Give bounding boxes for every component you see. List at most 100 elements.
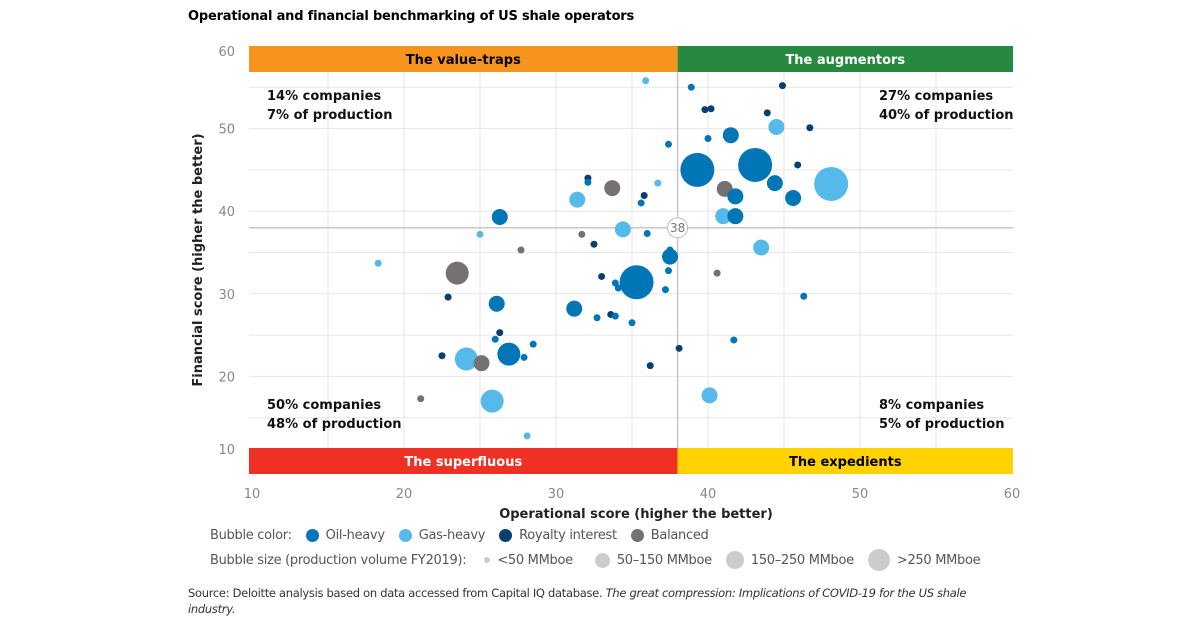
bubble-oil	[666, 246, 674, 254]
bubble-gas	[454, 347, 478, 371]
bubble-balanced	[713, 269, 721, 277]
x-tick-label: 30	[548, 487, 565, 502]
threshold-marker	[667, 217, 689, 239]
bubble-balanced	[517, 246, 525, 254]
x-tick-label: 20	[396, 487, 413, 502]
legend-item-label: Royalty interest	[519, 528, 617, 543]
legend-item-label: Gas-heavy	[418, 528, 486, 543]
bubble-oil	[664, 140, 672, 148]
gas-heavy-swatch-icon	[398, 529, 412, 542]
bubble-gas	[753, 239, 770, 256]
quadrant-band-top-left	[249, 46, 678, 72]
bubble-royalty	[701, 106, 709, 114]
bubble-royalty	[598, 272, 606, 280]
legend-size-150-250: 150–250 MMboe	[725, 551, 854, 569]
bubble-royalty	[794, 161, 802, 169]
bubble-gas	[523, 432, 531, 440]
bubble-gas	[569, 191, 586, 208]
legend-item-balanced: Balanced	[630, 528, 709, 543]
threshold-lines: 38	[249, 72, 1013, 448]
bubble-oil	[680, 152, 715, 187]
bubble-royalty	[438, 352, 446, 360]
x-tick-label: 40	[700, 487, 717, 502]
legend-color-label: Bubble color:	[210, 528, 292, 543]
bubble-oil	[662, 248, 678, 265]
bubble-balanced	[417, 395, 425, 403]
y-tick-label: 40	[218, 205, 235, 220]
bubble-oil	[566, 300, 583, 317]
bubble-oil	[766, 175, 783, 192]
bubble-gas	[642, 77, 650, 85]
y-tick-label: 50	[218, 123, 235, 138]
bubble-oil	[800, 292, 808, 300]
bubble-royalty	[778, 82, 786, 90]
threshold-label: 38	[670, 221, 685, 235]
quadrant-companies-share: 50% companies	[267, 398, 381, 413]
bubble-oil	[664, 267, 672, 275]
bubble-oil	[488, 295, 505, 312]
bubbles	[374, 77, 849, 440]
bubble-oil	[497, 342, 521, 366]
x-axis-label: Operational score (higher the better)	[499, 507, 773, 522]
bubble-oil	[491, 335, 499, 343]
quadrant-title: The superfluous	[404, 455, 522, 470]
quadrant-production-share: 5% of production	[879, 417, 1004, 432]
bubble-oil	[661, 286, 669, 294]
bubble-royalty	[806, 124, 814, 132]
bubble-oil	[643, 230, 651, 238]
quadrant-band-top-right	[677, 46, 1013, 72]
bubble-oil	[584, 178, 592, 186]
y-axis-label: Financial score (higher the better)	[191, 133, 206, 386]
quadrant-companies-share: 8% companies	[879, 398, 984, 413]
source-publication: The great compression: Implications of C…	[188, 586, 967, 616]
bubble-oil	[785, 189, 802, 206]
x-tick-label: 50	[852, 487, 869, 502]
y-tick-label: 60	[218, 45, 235, 60]
x-tick-label: 10	[244, 487, 261, 502]
source-note: Source: Deloitte analysis based on data …	[188, 585, 968, 617]
bubble-gas	[715, 208, 732, 225]
bubble-oil	[722, 127, 739, 144]
quadrant-companies-share: 14% companies	[267, 89, 381, 104]
size-xlarge-swatch-icon	[867, 549, 890, 571]
legend-size: Bubble size (production volume FY2019): …	[210, 549, 981, 571]
size-large-swatch-icon	[725, 551, 744, 569]
bubble-gas	[701, 387, 718, 404]
bubble-gas	[476, 230, 484, 238]
quadrant-title: The value-traps	[406, 53, 521, 68]
bubble-gas	[480, 389, 504, 413]
legend-item-label: Oil-heavy	[325, 528, 385, 543]
oil-heavy-swatch-icon	[305, 529, 319, 542]
bubble-gas	[768, 118, 785, 135]
legend-color: Bubble color: Oil-heavy Gas-heavy Royalt…	[210, 528, 709, 543]
bubble-gas	[814, 166, 849, 201]
legend-item-label: >250 MMboe	[896, 552, 981, 568]
bubble-royalty	[640, 192, 648, 200]
x-tick-label: 60	[1004, 487, 1021, 502]
bubble-oil	[593, 314, 601, 322]
bubble-oil	[611, 312, 619, 320]
quadrant-band-bottom-right	[677, 448, 1013, 474]
size-medium-swatch-icon	[594, 552, 610, 568]
bubble-royalty	[496, 329, 504, 337]
quadrant-title: The expedients	[789, 455, 902, 470]
bubble-oil	[738, 147, 773, 182]
legend-item-royalty-interest: Royalty interest	[499, 528, 617, 543]
bubble-balanced	[473, 355, 490, 372]
y-tick-label: 10	[218, 443, 235, 458]
bubble-balanced	[578, 230, 586, 238]
bubble-oil	[687, 83, 695, 91]
bubble-royalty	[675, 344, 683, 352]
quadrant-annotations: 14% companies 7% of production 27% compani…	[267, 89, 1014, 432]
bubble-oil	[704, 135, 712, 143]
legend-item-label: 50–150 MMboe	[616, 552, 712, 568]
bubble-royalty	[444, 293, 452, 301]
gridlines	[249, 46, 1013, 474]
quadrant-title: The augmentors	[785, 53, 905, 68]
bubble-oil	[491, 208, 508, 225]
quadrant-band-bottom-left	[249, 448, 678, 474]
bubble-oil	[637, 199, 645, 207]
bubble-oil	[529, 340, 537, 348]
bubble-gas	[614, 221, 631, 238]
